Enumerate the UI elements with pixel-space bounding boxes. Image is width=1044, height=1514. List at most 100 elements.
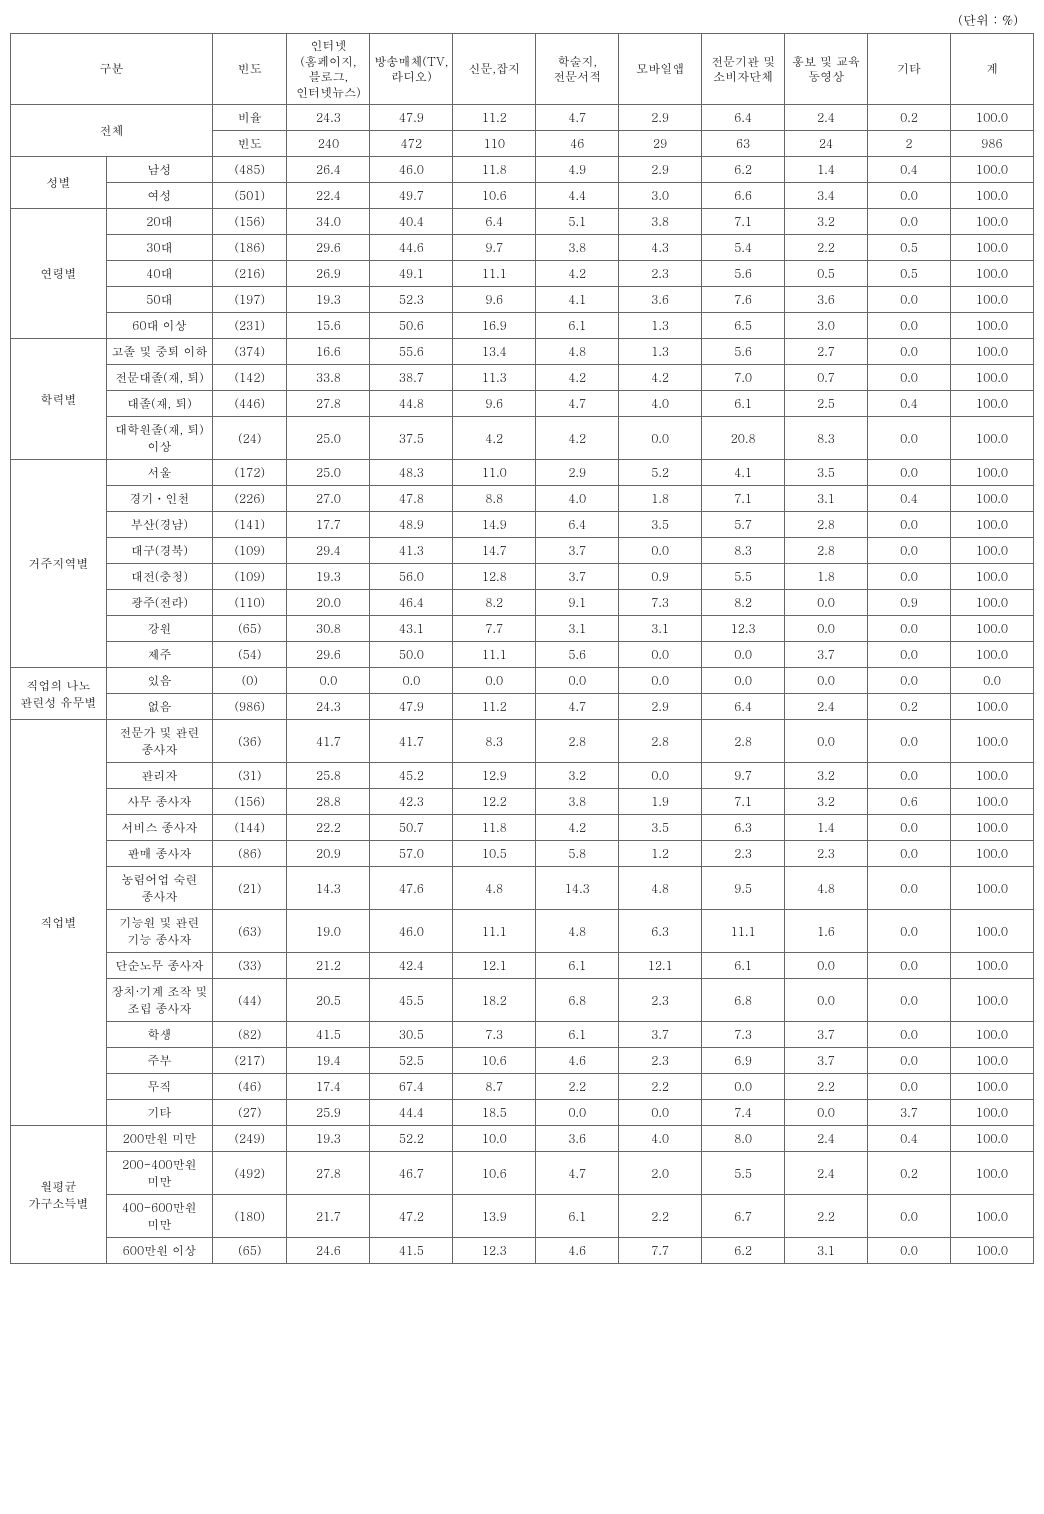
cell-value: 7.7 [453, 616, 536, 642]
cell-value: 100.0 [950, 979, 1033, 1022]
cell-value: 12.1 [619, 953, 702, 979]
cell-value: 25.8 [287, 763, 370, 789]
cell-value: 3.6 [619, 287, 702, 313]
cell-value: 9.1 [536, 590, 619, 616]
cell-value: 22.4 [287, 183, 370, 209]
cell-freq: (986) [213, 694, 287, 720]
cell-value: 50.0 [370, 642, 453, 668]
cell-value: 0.0 [370, 668, 453, 694]
cell-value: 8.2 [453, 590, 536, 616]
cell-freq: (501) [213, 183, 287, 209]
cell-freq: (63) [213, 910, 287, 953]
cell-value: 11.1 [453, 910, 536, 953]
cell-value: 100.0 [950, 512, 1033, 538]
cell-value: 3.5 [785, 460, 868, 486]
cell-value: 2.8 [702, 720, 785, 763]
cell-value: 5.2 [619, 460, 702, 486]
cell-value: 46.7 [370, 1152, 453, 1195]
cell-value: 4.8 [619, 867, 702, 910]
group-label: 거주지역별 [11, 460, 107, 668]
cell-value: 3.0 [619, 183, 702, 209]
cell-value: 41.3 [370, 538, 453, 564]
cell-value: 63 [702, 131, 785, 157]
row-sublabel: 사무 종사자 [106, 789, 212, 815]
cell-value: 7.7 [619, 1238, 702, 1264]
cell-value: 100.0 [950, 105, 1033, 131]
cell-value: 48.3 [370, 460, 453, 486]
cell-value: 11.2 [453, 694, 536, 720]
cell-value: 0.0 [536, 1100, 619, 1126]
cell-value: 47.6 [370, 867, 453, 910]
cell-value: 0.0 [868, 979, 951, 1022]
cell-value: 0.0 [868, 417, 951, 460]
cell-value: 40.4 [370, 209, 453, 235]
cell-value: 2 [868, 131, 951, 157]
cell-value: 2.2 [619, 1074, 702, 1100]
cell-value: 3.0 [785, 313, 868, 339]
cell-value: 24 [785, 131, 868, 157]
cell-value: 47.9 [370, 105, 453, 131]
cell-value: 100.0 [950, 339, 1033, 365]
row-sublabel: 전문대졸(재, 퇴) [106, 365, 212, 391]
cell-value: 5.8 [536, 841, 619, 867]
cell-value: 44.4 [370, 1100, 453, 1126]
cell-value: 11.8 [453, 815, 536, 841]
row-sublabel: 강원 [106, 616, 212, 642]
cell-value: 10.0 [453, 1126, 536, 1152]
cell-value: 6.3 [702, 815, 785, 841]
header-category: 구분 [11, 34, 213, 105]
row-sublabel: 관리자 [106, 763, 212, 789]
cell-value: 3.7 [536, 538, 619, 564]
cell-value: 0.0 [287, 668, 370, 694]
cell-value: 49.7 [370, 183, 453, 209]
cell-value: 55.6 [370, 339, 453, 365]
cell-value: 13.4 [453, 339, 536, 365]
cell-value: 26.9 [287, 261, 370, 287]
cell-value: 100.0 [950, 1152, 1033, 1195]
row-sublabel: 농림어업 숙련 종사자 [106, 867, 212, 910]
cell-value: 100.0 [950, 1074, 1033, 1100]
cell-value: 56.0 [370, 564, 453, 590]
cell-value: 46.0 [370, 157, 453, 183]
cell-value: 24.3 [287, 105, 370, 131]
row-sublabel: 판매 종사자 [106, 841, 212, 867]
cell-freq: (141) [213, 512, 287, 538]
cell-value: 2.3 [619, 1048, 702, 1074]
cell-value: 10.6 [453, 183, 536, 209]
cell-value: 0.0 [619, 1100, 702, 1126]
cell-value: 11.8 [453, 157, 536, 183]
cell-value: 100.0 [950, 1022, 1033, 1048]
header-c1: 인터넷(홈페이지,블로그,인터넷뉴스) [287, 34, 370, 105]
cell-value: 100.0 [950, 287, 1033, 313]
cell-value: 5.4 [702, 235, 785, 261]
row-sublabel: 30대 [106, 235, 212, 261]
cell-value: 3.7 [619, 1022, 702, 1048]
cell-value: 3.7 [785, 1022, 868, 1048]
cell-value: 0.0 [868, 512, 951, 538]
cell-value: 22.2 [287, 815, 370, 841]
cell-value: 7.3 [619, 590, 702, 616]
cell-value: 3.7 [785, 1048, 868, 1074]
cell-value: 8.3 [453, 720, 536, 763]
cell-value: 6.6 [702, 183, 785, 209]
cell-value: 14.3 [536, 867, 619, 910]
cell-value: 27.0 [287, 486, 370, 512]
cell-value: 0.0 [619, 417, 702, 460]
cell-value: 18.5 [453, 1100, 536, 1126]
cell-freq: (110) [213, 590, 287, 616]
cell-value: 6.2 [702, 157, 785, 183]
cell-freq: (217) [213, 1048, 287, 1074]
cell-value: 2.8 [536, 720, 619, 763]
cell-value: 2.4 [785, 1152, 868, 1195]
cell-value: 6.4 [702, 694, 785, 720]
cell-value: 4.0 [619, 391, 702, 417]
cell-value: 0.7 [785, 365, 868, 391]
cell-value: 1.3 [619, 313, 702, 339]
cell-value: 67.4 [370, 1074, 453, 1100]
cell-value: 9.5 [702, 867, 785, 910]
cell-value: 44.8 [370, 391, 453, 417]
cell-value: 8.0 [702, 1126, 785, 1152]
cell-value: 3.5 [619, 815, 702, 841]
cell-value: 27.8 [287, 1152, 370, 1195]
cell-value: 2.4 [785, 1126, 868, 1152]
